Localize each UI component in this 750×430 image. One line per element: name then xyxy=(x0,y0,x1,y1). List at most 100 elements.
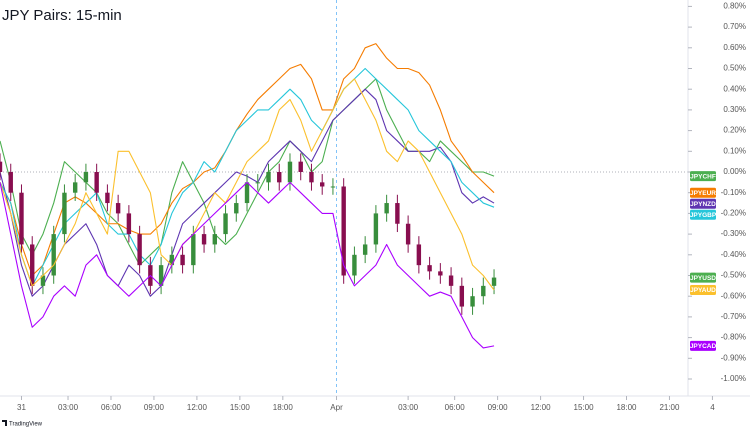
legend-tag: JPYEUR xyxy=(690,187,716,198)
legend-label: JPYNZD xyxy=(690,201,716,208)
plot-area xyxy=(0,0,688,396)
y-tick-label: -0.80% xyxy=(721,333,746,342)
legend-tag: JPYNZD xyxy=(690,198,716,209)
y-tick-label: 0.00% xyxy=(723,167,746,176)
watermark-logo xyxy=(2,420,7,426)
candle-body xyxy=(19,192,24,245)
candle-body xyxy=(201,234,207,245)
legend-label: JPYEUR xyxy=(690,190,716,197)
legend-swatch xyxy=(690,198,716,209)
x-tick-label: 31 xyxy=(17,403,26,412)
legend-swatch xyxy=(690,171,716,182)
candle-body xyxy=(137,234,142,266)
candle-body xyxy=(330,186,336,188)
candle-body xyxy=(40,275,46,286)
series-line xyxy=(0,67,495,287)
y-tick-label: -0.10% xyxy=(721,188,746,197)
candle-body xyxy=(287,161,293,183)
x-tick-label: 03:00 xyxy=(58,403,79,412)
x-tick-label: 03:00 xyxy=(398,403,419,412)
candle-body xyxy=(8,172,13,193)
watermark: TradingView xyxy=(9,422,43,428)
candle-body xyxy=(320,182,325,187)
x-tick-label: 09:00 xyxy=(144,403,165,412)
legend-swatch xyxy=(690,340,716,351)
legend-label: JPYCAD xyxy=(690,343,717,350)
y-tick-label: -0.70% xyxy=(721,312,746,321)
candle-body xyxy=(0,161,3,172)
candle-body xyxy=(180,254,185,266)
candle-body xyxy=(83,172,89,183)
candle-body xyxy=(427,265,432,272)
legend-swatch xyxy=(690,272,716,283)
candle-body xyxy=(30,244,35,286)
x-tick-label: 15:00 xyxy=(574,403,595,412)
y-tick-label: -0.50% xyxy=(721,271,746,280)
candle-body xyxy=(94,172,99,193)
x-tick-label: 12:00 xyxy=(187,403,208,412)
candle-body xyxy=(105,192,110,204)
candle-body xyxy=(255,182,260,184)
candle-body xyxy=(266,172,271,183)
candle-body xyxy=(384,203,389,214)
candle-body xyxy=(115,203,121,214)
legend-tag: JPYAUD xyxy=(690,284,716,295)
x-tick-label: 09:00 xyxy=(488,403,509,412)
candle-body xyxy=(362,244,368,255)
candle-body xyxy=(244,182,250,204)
candle-body xyxy=(62,192,67,235)
candle-body xyxy=(416,244,422,266)
candle-body xyxy=(191,234,196,266)
y-tick-label: -0.20% xyxy=(721,209,746,218)
chart-title: JPY Pairs: 15-min xyxy=(2,7,122,24)
series-line xyxy=(0,78,495,291)
legend-tag: JPYCAD xyxy=(690,340,717,351)
x-tick-label: 06:00 xyxy=(445,403,466,412)
x-tick-label: Apr xyxy=(330,403,343,412)
candle-body xyxy=(352,254,357,276)
candle-body xyxy=(72,182,78,193)
legend-tag: JPYCHF xyxy=(690,171,716,182)
y-tick-label: -0.90% xyxy=(721,353,746,362)
x-tick-label: 18:00 xyxy=(273,403,294,412)
candle-body xyxy=(277,172,282,183)
y-tick-label: -0.30% xyxy=(721,229,746,238)
y-tick-label: 0.70% xyxy=(723,22,746,31)
candle-body xyxy=(373,213,379,245)
candle-body xyxy=(223,213,228,235)
y-tick-label: -0.60% xyxy=(721,291,746,300)
x-tick-label: 21:00 xyxy=(659,403,680,412)
candle-body xyxy=(470,296,475,307)
candle-body xyxy=(459,285,465,307)
y-tick-label: 0.10% xyxy=(723,146,746,155)
candle-body xyxy=(405,223,411,245)
candle-body xyxy=(438,271,443,276)
y-tick-label: 0.40% xyxy=(723,84,746,93)
x-tick-label: 4 xyxy=(710,403,715,412)
x-tick-label: 18:00 xyxy=(616,403,637,412)
series-line xyxy=(0,181,495,349)
legend-label: JPYAUD xyxy=(690,287,716,294)
legend-label: JPYCHF xyxy=(690,173,716,180)
y-tick-label: 0.60% xyxy=(723,43,746,52)
candle-body xyxy=(298,161,303,172)
candle-body xyxy=(234,203,239,214)
y-tick-label: 0.30% xyxy=(723,105,746,114)
series-line xyxy=(0,43,495,277)
y-tick-label: -0.40% xyxy=(721,250,746,259)
candle-body xyxy=(126,213,132,235)
legend-swatch xyxy=(690,187,716,198)
candle-body xyxy=(491,277,497,286)
candle-body xyxy=(481,285,486,297)
legend-tag: JPYGBP xyxy=(690,209,717,220)
candle-body xyxy=(169,254,175,266)
x-tick-label: 12:00 xyxy=(531,403,552,412)
x-tick-label: 15:00 xyxy=(230,403,251,412)
candle-body xyxy=(158,265,164,286)
candle-body xyxy=(448,275,454,286)
legend-label: JPYUSD xyxy=(690,275,716,282)
candle-body xyxy=(51,234,56,276)
legend-tag: JPYUSD xyxy=(690,272,716,283)
